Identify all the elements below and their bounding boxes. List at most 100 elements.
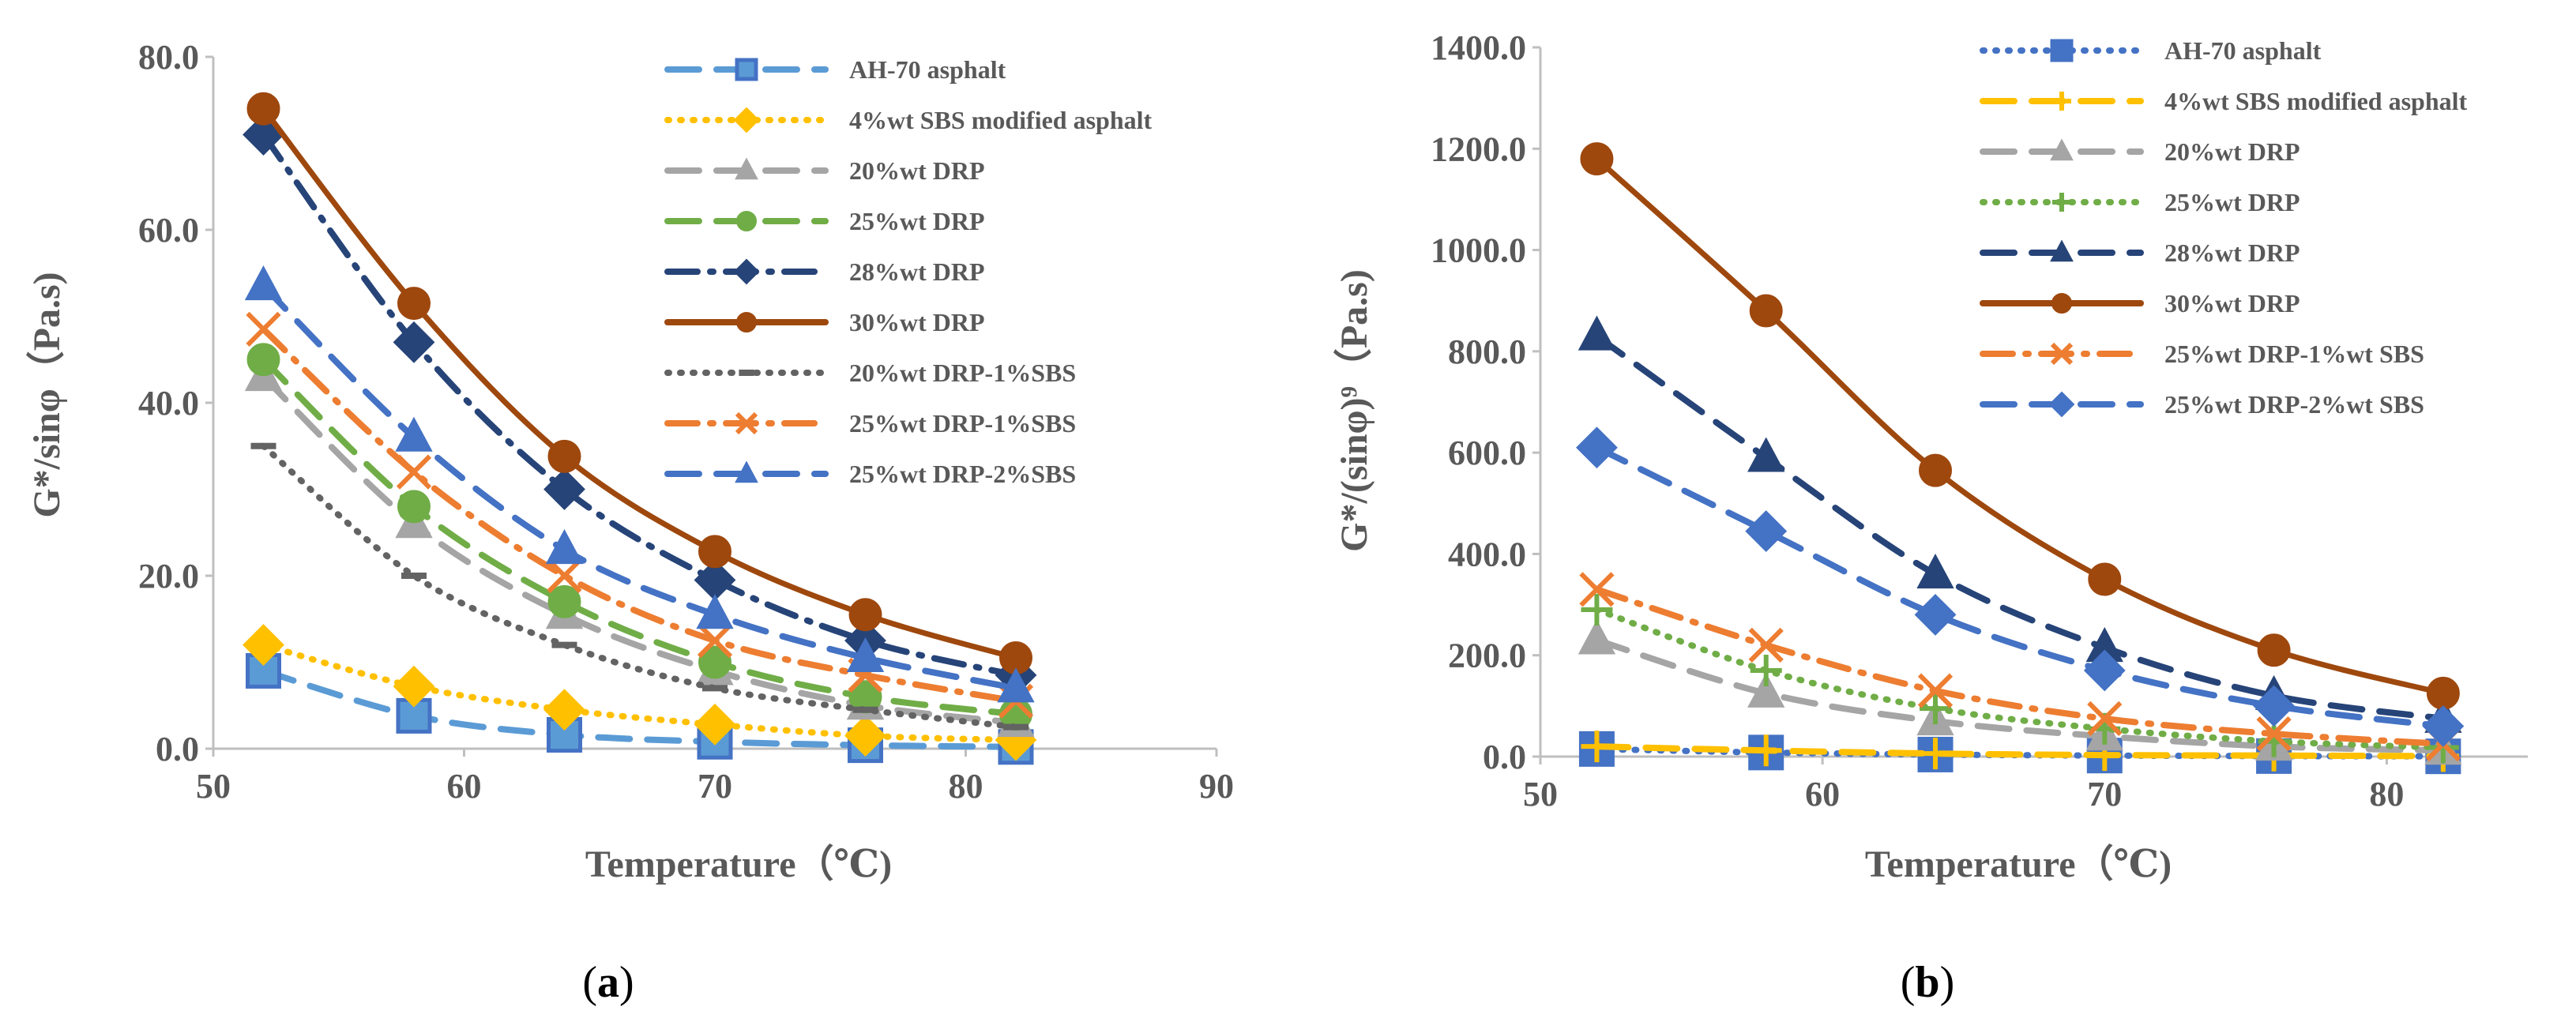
series-4-wt-sbs-modified-asphalt (1581, 731, 2459, 772)
legend-marker (2048, 391, 2075, 418)
series-20-wt-drp-1-sbs (250, 442, 1029, 731)
y-tick-label: 600.0 (1448, 434, 1526, 472)
data-point-25-wt-drp-1-sbs (246, 311, 281, 347)
legend-item-25-wt-drp-1-sbs: 25%wt DRP-1%SBS (664, 409, 1076, 438)
chart-panel-b: G*/(sinφ)⁹（Pa.s) Temperature（℃) 0.0 200.0… (1333, 28, 2528, 1007)
data-point-30-wt-drp (547, 439, 581, 473)
series-25-wt-drp-1-wt-sbs (1579, 572, 2461, 762)
series-30-wt-drp (246, 92, 1032, 675)
data-point-28-wt-drp (1747, 437, 1785, 472)
legend-label: 25%wt DRP-1%SBS (849, 409, 1076, 438)
series-28-wt-drp (1578, 315, 2462, 733)
data-point-4-wt-sbs-modified-asphalt (543, 689, 585, 731)
legend-label: 25%wt DRP (849, 207, 985, 235)
data-point-4-wt-sbs-modified-asphalt (694, 703, 736, 746)
series-line-25-wt-drp-1-wt-sbs (1593, 586, 2446, 747)
data-point-25-wt-drp-2-wt-sbs (2422, 705, 2465, 747)
legend-marker (735, 58, 758, 81)
legend-marker (733, 107, 760, 133)
data-point-25-wt-drp (1920, 693, 1951, 725)
legend-item-25-wt-drp-1-wt-sbs: 25%wt DRP-1%wt SBS (1980, 340, 2424, 368)
y-tick-label: 60.0 (138, 211, 199, 250)
data-point-30-wt-drp (698, 535, 731, 569)
y-tick-label: 800.0 (1448, 332, 1526, 371)
legend-item-25-wt-drp: 25%wt DRP (664, 207, 985, 235)
x-axis-title-b: Temperature（℃) (1865, 843, 2172, 885)
y-tick-label: 400.0 (1448, 535, 1526, 573)
data-point-25-wt-drp-2-wt-sbs (1576, 426, 1618, 469)
data-point-30-wt-drp (246, 92, 280, 126)
data-point-25-wt-drp-1-wt-sbs (2087, 701, 2123, 737)
data-point-25-wt-drp-2-sbs (395, 416, 433, 452)
y-tick-label: 1200.0 (1431, 130, 1526, 168)
data-point-25-wt-drp (1750, 654, 1782, 686)
data-point-25-wt-drp-2-wt-sbs (2083, 649, 2126, 692)
legend-marker (2050, 39, 2074, 62)
data-point-4-wt-sbs-modified-asphalt (1920, 738, 1951, 770)
legend-marker (2050, 342, 2074, 366)
x-tick-label: 60 (447, 767, 482, 806)
legend-label: 25%wt DRP (2164, 188, 2300, 216)
y-tick-label: 0.0 (156, 730, 199, 768)
series-25-wt-drp-2-sbs (244, 265, 1035, 703)
legend-label: AH-70 asphalt (2164, 36, 2322, 65)
x-axis-title-a: Temperature（℃) (585, 843, 892, 885)
x-tick-label: 90 (1199, 767, 1234, 806)
legend-b: AH-70 asphalt 4%wt SBS modified asphalt 20… (1980, 36, 2468, 419)
legend-label: 28%wt DRP (2164, 239, 2300, 267)
series-line-25-wt-drp-2-sbs (260, 283, 1019, 692)
data-point-28-wt-drp (543, 468, 585, 510)
legend-item-28-wt-drp: 28%wt DRP (1980, 239, 2300, 267)
legend-label: 20%wt DRP (849, 156, 985, 185)
y-axis-title-b: G*/(sinφ)⁹（Pa.s) (1333, 269, 1375, 552)
legend-item-20-wt-drp: 20%wt DRP (664, 156, 985, 185)
data-point-30-wt-drp (848, 598, 882, 632)
y-tick-label: 200.0 (1448, 637, 1526, 675)
data-point-25-wt-drp (698, 645, 731, 679)
series-line-ah-70-asphalt (260, 667, 1019, 750)
series-line-25-wt-drp-2-wt-sbs (1593, 444, 2446, 730)
data-point-25-wt-drp (547, 584, 581, 618)
legend-marker (733, 258, 760, 285)
series-line-4-wt-sbs-modified-asphalt (260, 641, 1019, 744)
data-point-25-wt-drp-1-wt-sbs (1917, 673, 1954, 708)
x-tick-label: 70 (698, 767, 732, 806)
legend-label: 4%wt SBS modified asphalt (849, 106, 1153, 134)
legend-label: 28%wt DRP (849, 257, 985, 286)
series-line-25-wt-drp (1593, 606, 2446, 751)
data-point-30-wt-drp (2426, 676, 2460, 710)
legend-item-4-wt-sbs-modified-asphalt: 4%wt SBS modified asphalt (1980, 87, 2468, 115)
data-point-25-wt-drp-1-wt-sbs (2256, 716, 2292, 752)
legend-a: AH-70 asphalt 4%wt SBS modified asphalt 20… (664, 55, 1153, 488)
legend-marker (736, 312, 757, 332)
data-point-25-wt-drp (246, 343, 280, 377)
data-point-25-wt-drp-1-wt-sbs (1579, 572, 1615, 607)
series-line-25-wt-drp-1-sbs (260, 325, 1019, 704)
data-point-4-wt-sbs-modified-asphalt (243, 624, 284, 667)
legend-label: 20%wt DRP (2164, 137, 2300, 166)
x-tick-label: 70 (2087, 775, 2122, 813)
x-tick-label: 50 (1523, 775, 1558, 813)
y-tick-label: 0.0 (1483, 738, 1526, 776)
data-point-20-wt-drp (1747, 672, 1785, 708)
y-tick-label: 1400.0 (1431, 28, 1526, 67)
legend-label: 30%wt DRP (849, 308, 985, 336)
legend-label: 4%wt SBS modified asphalt (2164, 87, 2468, 115)
panel-caption-b: (b) (1901, 958, 1954, 1007)
data-point-25-wt-drp-2-wt-sbs (1914, 593, 1957, 636)
legend-marker (2050, 138, 2074, 161)
series-30-wt-drp (1580, 142, 2460, 710)
legend-marker (2050, 239, 2074, 262)
data-point-30-wt-drp (1919, 453, 1952, 487)
legend-item-20-wt-drp-1-sbs: 20%wt DRP-1%SBS (664, 359, 1076, 387)
data-point-30-wt-drp (1749, 294, 1783, 328)
chart-panel-a: G*/sinφ（Pa.s) Temperature（℃) 0.0 20.0 40.0… (26, 38, 1234, 1007)
series-25-wt-drp (246, 343, 1032, 731)
legend-label: 25%wt DRP-1%wt SBS (2164, 340, 2424, 368)
series-line-20-wt-drp (1593, 637, 2446, 754)
data-point-25-wt-drp-2-wt-sbs (1745, 510, 1788, 552)
legend-marker (735, 157, 758, 180)
legend-marker (2052, 193, 2071, 212)
y-tick-label: 40.0 (138, 384, 199, 423)
legend-marker (736, 211, 757, 231)
